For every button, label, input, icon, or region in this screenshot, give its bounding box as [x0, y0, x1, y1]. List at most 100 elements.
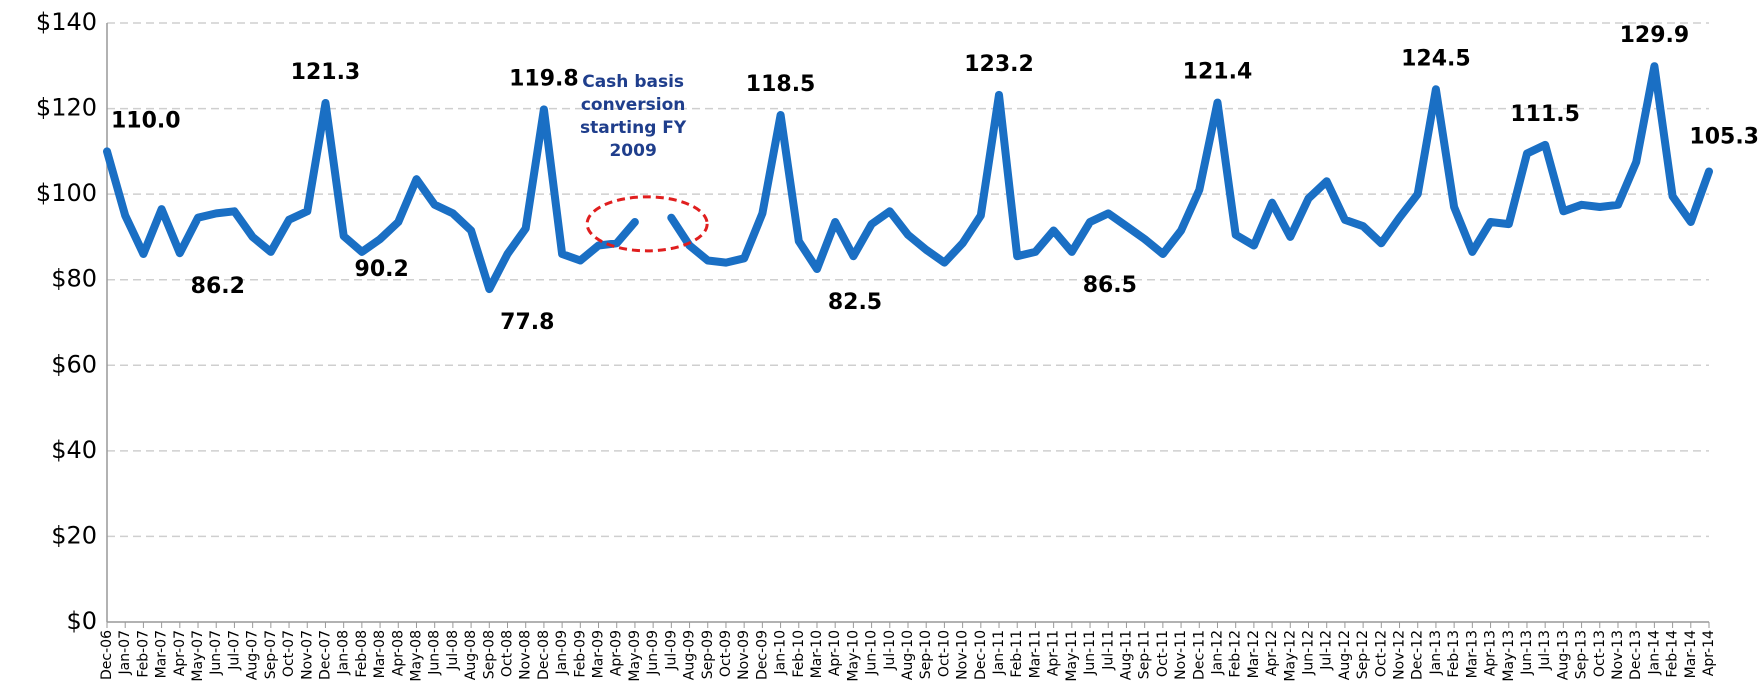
data-label: 86.2 [191, 274, 245, 299]
x-tick-label: Mar-08 [372, 630, 388, 678]
y-tick-label: $0 [66, 607, 97, 635]
x-tick-label: Nov-12 [1392, 630, 1408, 680]
y-tick-label: $40 [51, 436, 97, 464]
x-tick-label: Aug-08 [463, 630, 479, 680]
x-tick-label: May-07 [190, 630, 206, 682]
x-tick-label: Oct-08 [500, 630, 516, 677]
x-tick-label: Jun-07 [208, 630, 224, 676]
x-tick-label: Sep-11 [1137, 630, 1153, 679]
data-label: 110.0 [111, 108, 181, 133]
annotation: starting FY [580, 118, 687, 138]
x-tick-label: Jul-10 [882, 630, 898, 671]
x-tick-label: Sep-12 [1355, 630, 1371, 679]
data-label: 119.8 [509, 66, 579, 91]
y-tick-label: $20 [51, 521, 97, 549]
x-tick-label: Sep-13 [1574, 630, 1590, 679]
x-tick-label: Nov-09 [736, 630, 752, 680]
x-tick-label: Jul-07 [226, 630, 242, 671]
highlight-ellipse [585, 195, 709, 253]
x-tick-label: Jan-10 [773, 630, 789, 675]
x-tick-label: Feb-11 [1009, 630, 1025, 678]
x-tick-label: Dec-07 [317, 630, 333, 680]
data-label: 121.3 [291, 60, 361, 85]
annotation: conversion [581, 95, 686, 115]
y-tick-label: $100 [36, 179, 97, 207]
x-tick-label: Aug-09 [682, 630, 698, 680]
x-tick-label: Sep-09 [700, 630, 716, 679]
x-tick-label: Feb-09 [572, 630, 588, 678]
x-tick-label: Oct-09 [718, 630, 734, 677]
x-tick-label: Dec-10 [973, 630, 989, 680]
x-tick-label: Oct-07 [281, 630, 297, 677]
x-tick-label: Nov-10 [955, 630, 971, 680]
y-tick-label: $80 [51, 265, 97, 293]
y-tick-label: $120 [36, 94, 97, 122]
x-tick-label: Feb-10 [791, 630, 807, 678]
x-tick-label: Feb-12 [1228, 630, 1244, 678]
x-tick-label: Jan-14 [1646, 630, 1662, 676]
data-label: 111.5 [1510, 102, 1580, 127]
x-tick-label: Apr-07 [172, 630, 188, 676]
data-label: 123.2 [964, 52, 1034, 77]
annotation: 2009 [609, 141, 656, 161]
x-tick-label: Jan-09 [554, 630, 570, 675]
x-tick-label: Jan-08 [336, 630, 352, 675]
x-tick-label: Sep-08 [481, 630, 497, 679]
data-label: 118.5 [746, 72, 816, 97]
x-tick-label: Apr-08 [390, 630, 406, 676]
data-label: 86.5 [1083, 273, 1137, 298]
x-tick-label: Oct-10 [936, 630, 952, 677]
x-tick-label: Jul-12 [1319, 630, 1335, 671]
x-tick-label: Aug-13 [1555, 630, 1571, 680]
x-tick-label: May-13 [1501, 630, 1517, 682]
x-tick-label: Oct-13 [1592, 630, 1608, 677]
data-label: 82.5 [828, 290, 882, 315]
x-tick-label: Jul-09 [663, 630, 679, 671]
data-label: 105.3 [1689, 124, 1759, 149]
x-tick-label: Apr-14 [1701, 630, 1717, 676]
x-tick-label: Jan-11 [991, 630, 1007, 675]
x-tick-label: Apr-11 [1046, 630, 1062, 676]
x-tick-label: Dec-11 [1191, 630, 1207, 680]
x-tick-label: Jun-13 [1519, 630, 1535, 676]
data-label: 129.9 [1620, 23, 1690, 48]
x-tick-label: Apr-09 [609, 630, 625, 676]
x-tick-label: Nov-08 [518, 630, 534, 680]
x-tick-label: Dec-08 [536, 630, 552, 680]
x-tick-label: Nov-07 [299, 630, 315, 680]
x-tick-label: Dec-09 [754, 630, 770, 680]
x-tick-label: Dec-13 [1628, 630, 1644, 680]
x-tick-label: Mar-12 [1246, 630, 1262, 678]
x-tick-label: May-11 [1064, 630, 1080, 682]
x-tick-label: May-12 [1282, 630, 1298, 682]
x-tick-label: May-09 [627, 630, 643, 682]
data-label: 124.5 [1401, 46, 1471, 71]
x-tick-label: Aug-12 [1337, 630, 1353, 680]
x-tick-label: Feb-14 [1665, 630, 1681, 678]
data-label: 90.2 [355, 257, 409, 282]
y-tick-label: $60 [51, 350, 97, 378]
data-label: 77.8 [500, 310, 554, 335]
x-tick-label: Jan-07 [117, 630, 133, 675]
x-tick-label: Jun-11 [1082, 630, 1098, 676]
x-tick-label: Oct-11 [1155, 630, 1171, 677]
x-tick-label: Aug-11 [1118, 630, 1134, 680]
x-tick-label: Nov-11 [1173, 630, 1189, 680]
x-tick-label: Jan-13 [1428, 630, 1444, 675]
x-tick-label: Mar-07 [154, 630, 170, 678]
x-tick-label: Aug-07 [245, 630, 261, 680]
x-tick-label: Apr-13 [1483, 630, 1499, 676]
x-tick-label: Feb-07 [135, 630, 151, 678]
x-tick-label: Mar-13 [1464, 630, 1480, 678]
x-tick-label: Jun-09 [645, 630, 661, 676]
x-tick-label: Feb-08 [354, 630, 370, 678]
x-tick-label: Jul-13 [1537, 630, 1553, 671]
y-tick-label: $140 [36, 8, 97, 36]
x-tick-label: May-10 [845, 630, 861, 682]
x-tick-label: Dec-06 [99, 630, 115, 680]
x-tick-label: Jul-11 [1100, 630, 1116, 671]
x-tick-label: Jun-12 [1301, 630, 1317, 676]
annotation: Cash basis [582, 72, 684, 92]
x-tick-label: Sep-10 [918, 630, 934, 679]
